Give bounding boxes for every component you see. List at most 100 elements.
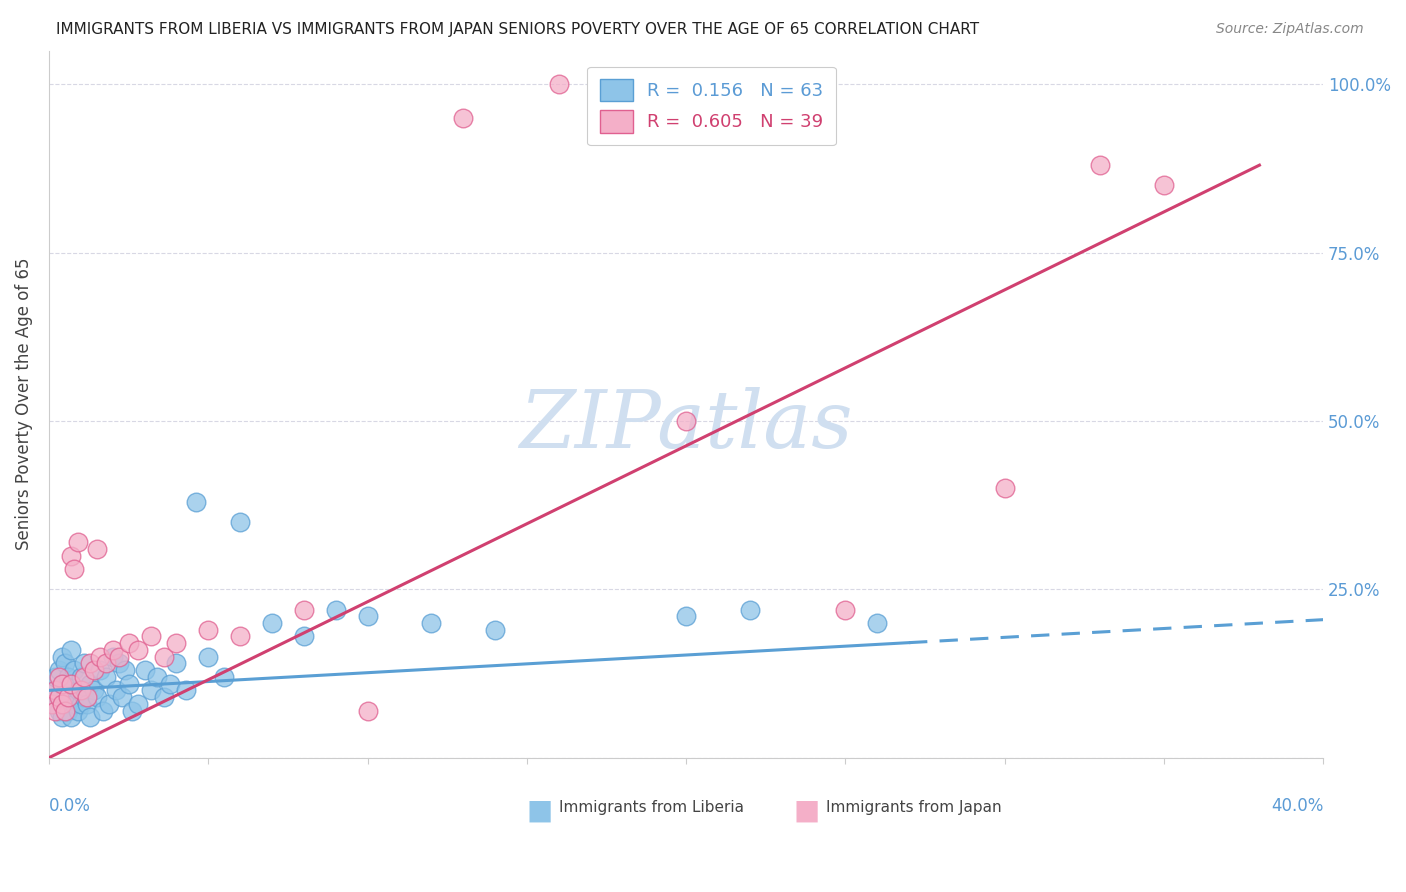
- Point: [229, 630, 252, 644]
- Text: IMMIGRANTS FROM LIBERIA VS IMMIGRANTS FROM JAPAN SENIORS POVERTY OVER THE AGE OF: IMMIGRANTS FROM LIBERIA VS IMMIGRANTS FR…: [56, 22, 980, 37]
- Point: [48, 690, 70, 705]
- Point: [73, 690, 96, 705]
- Point: [56, 690, 79, 705]
- Point: [134, 663, 156, 677]
- Point: [675, 609, 697, 624]
- Point: [197, 649, 219, 664]
- Point: [104, 683, 127, 698]
- Point: [66, 535, 89, 549]
- Point: [866, 615, 889, 630]
- Point: [101, 643, 124, 657]
- Point: [260, 615, 283, 630]
- Point: [139, 683, 162, 698]
- Point: [152, 690, 174, 705]
- Point: [79, 676, 101, 690]
- Point: [63, 562, 86, 576]
- Point: [121, 704, 143, 718]
- Point: [51, 676, 73, 690]
- Point: [44, 683, 66, 698]
- Point: [60, 676, 83, 690]
- Point: [165, 657, 187, 671]
- Point: [547, 78, 569, 92]
- Point: [56, 670, 79, 684]
- Point: [91, 704, 114, 718]
- Point: [76, 697, 98, 711]
- Point: [48, 663, 70, 677]
- Point: [152, 649, 174, 664]
- Point: [60, 549, 83, 563]
- Point: [76, 690, 98, 705]
- Point: [51, 697, 73, 711]
- Point: [834, 602, 856, 616]
- Point: [89, 663, 111, 677]
- Text: Immigrants from Japan: Immigrants from Japan: [827, 800, 1002, 815]
- Point: [117, 636, 139, 650]
- Point: [53, 657, 76, 671]
- Point: [48, 690, 70, 705]
- Point: [73, 670, 96, 684]
- Point: [96, 657, 118, 671]
- Point: [159, 676, 181, 690]
- Point: [44, 683, 66, 698]
- Point: [174, 683, 197, 698]
- Point: [98, 697, 121, 711]
- Point: [356, 609, 378, 624]
- Point: [212, 670, 235, 684]
- Point: [86, 541, 108, 556]
- Point: [51, 710, 73, 724]
- Point: [63, 697, 86, 711]
- Point: [675, 414, 697, 428]
- Point: [994, 481, 1017, 495]
- Point: [738, 602, 761, 616]
- Point: [127, 697, 149, 711]
- Point: [420, 615, 443, 630]
- Point: [111, 690, 134, 705]
- Point: [325, 602, 347, 616]
- Point: [356, 704, 378, 718]
- Point: [292, 602, 315, 616]
- Text: Source: ZipAtlas.com: Source: ZipAtlas.com: [1216, 22, 1364, 37]
- Point: [197, 623, 219, 637]
- Point: [53, 697, 76, 711]
- Point: [146, 670, 169, 684]
- Point: [48, 670, 70, 684]
- Text: 40.0%: 40.0%: [1271, 797, 1323, 814]
- Point: [165, 636, 187, 650]
- Point: [66, 704, 89, 718]
- Point: [83, 683, 105, 698]
- Point: [66, 683, 89, 698]
- Point: [184, 495, 207, 509]
- Point: [44, 670, 66, 684]
- Point: [53, 683, 76, 698]
- Point: [229, 515, 252, 529]
- Point: [79, 710, 101, 724]
- Point: [86, 690, 108, 705]
- Legend: R =  0.156   N = 63, R =  0.605   N = 39: R = 0.156 N = 63, R = 0.605 N = 39: [588, 67, 835, 145]
- Point: [1088, 158, 1111, 172]
- Point: [60, 676, 83, 690]
- Point: [79, 657, 101, 671]
- Point: [127, 643, 149, 657]
- Text: Immigrants from Liberia: Immigrants from Liberia: [558, 800, 744, 815]
- Text: ■: ■: [794, 797, 820, 824]
- Point: [48, 704, 70, 718]
- Point: [69, 683, 91, 698]
- Point: [63, 663, 86, 677]
- Point: [51, 676, 73, 690]
- Point: [60, 643, 83, 657]
- Point: [114, 663, 136, 677]
- Point: [96, 670, 118, 684]
- Point: [1153, 178, 1175, 193]
- Point: [56, 690, 79, 705]
- Point: [101, 649, 124, 664]
- Point: [89, 649, 111, 664]
- Point: [484, 623, 506, 637]
- Point: [108, 649, 131, 664]
- Point: [83, 663, 105, 677]
- Point: [73, 657, 96, 671]
- Text: ■: ■: [526, 797, 553, 824]
- Point: [139, 630, 162, 644]
- Y-axis label: Seniors Poverty Over the Age of 65: Seniors Poverty Over the Age of 65: [15, 258, 32, 550]
- Text: ZIPatlas: ZIPatlas: [519, 386, 853, 464]
- Point: [41, 697, 63, 711]
